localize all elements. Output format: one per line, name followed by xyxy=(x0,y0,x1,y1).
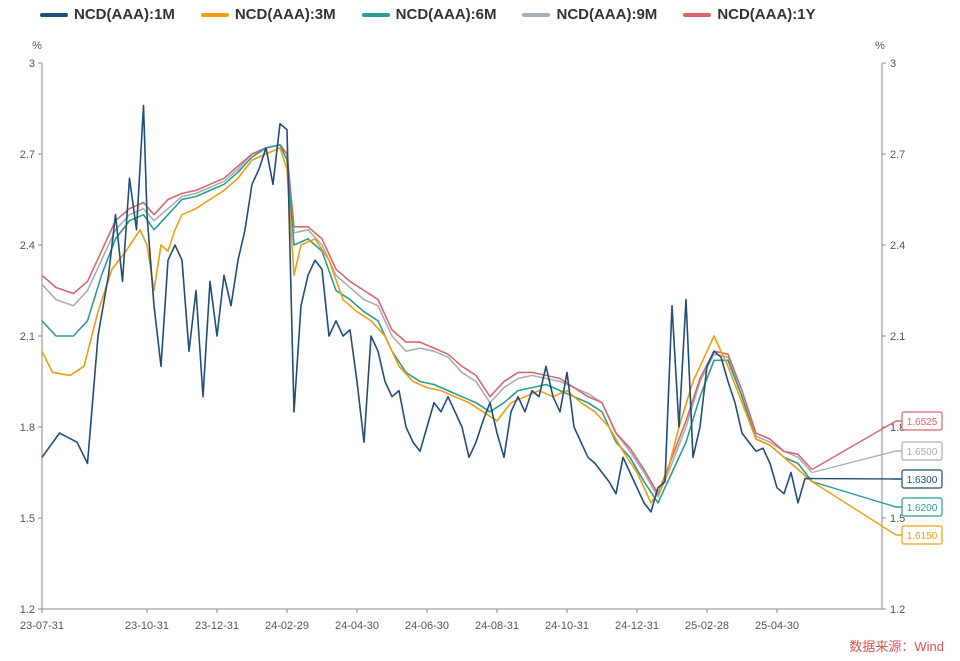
series-line-1 xyxy=(41,147,813,504)
y-unit-right: % xyxy=(875,40,885,52)
legend-swatch-9m xyxy=(522,12,551,17)
y-tick-label-left-0: 1.2 xyxy=(20,604,35,616)
x-tick-label-8: 24-12-31 xyxy=(615,620,659,632)
legend-item-9m[interactable]: NCD(AAA):9M xyxy=(522,6,657,23)
end-tag-label-3: 1.6500 xyxy=(907,447,938,458)
series-line-0 xyxy=(41,104,812,513)
y-tick-label-left-6: 3 xyxy=(29,58,35,70)
legend-item-6m[interactable]: NCD(AAA):6M xyxy=(361,6,497,23)
x-tick-label-5: 24-06-30 xyxy=(405,620,449,632)
legend-swatch-1y xyxy=(683,12,712,17)
x-tick-label-4: 24-04-30 xyxy=(335,620,379,632)
chart-legend: NCD(AAA):1M NCD(AAA):3M NCD(AAA):6M NCD(… xyxy=(40,6,816,23)
end-tag-box-0 xyxy=(901,469,943,489)
x-tick-label-0: 23-07-31 xyxy=(20,620,64,632)
y-tick-label-right-4: 2.4 xyxy=(890,240,905,252)
end-tag-label-2: 1.6200 xyxy=(907,503,938,514)
legend-label-6m: NCD(AAA):6M xyxy=(395,6,497,23)
legend-swatch-3m xyxy=(200,12,229,17)
y-tick-label-right-6: 3 xyxy=(890,58,896,70)
end-tag-box-4 xyxy=(901,411,943,431)
end-tag-label-0: 1.6300 xyxy=(907,475,938,486)
x-tick-label-10: 25-04-30 xyxy=(755,620,799,632)
legend-swatch-1m xyxy=(40,12,68,17)
y-tick-label-right-1: 1.5 xyxy=(890,513,905,525)
legend-label-9m: NCD(AAA):9M xyxy=(556,6,658,23)
y-tick-label-left-2: 1.8 xyxy=(20,422,35,434)
series-line-4 xyxy=(41,144,813,495)
series-line-3 xyxy=(41,144,813,498)
x-tick-label-3: 24-02-29 xyxy=(265,620,309,632)
legend-item-1y[interactable]: NCD(AAA):1Y xyxy=(683,6,816,23)
series-line-2 xyxy=(41,144,813,504)
legend-swatch-6m xyxy=(361,12,390,17)
legend-label-1y: NCD(AAA):1Y xyxy=(717,6,816,23)
end-tag-label-1: 1.6150 xyxy=(907,531,938,542)
y-tick-label-right-3: 2.1 xyxy=(890,331,905,343)
end-connector-4 xyxy=(811,420,902,471)
end-tag-box-1 xyxy=(901,525,943,545)
end-tag-box-3 xyxy=(901,441,943,461)
end-connector-3 xyxy=(811,450,902,474)
y-tick-label-left-3: 2.1 xyxy=(20,331,35,343)
chart-series-group xyxy=(41,104,813,513)
y-tick-label-left-4: 2.4 xyxy=(20,240,35,252)
chart-axes: % %1.2 1.21.5 1.51.8 1.82.1 2.12.4 2.42.7 2.73 3… xyxy=(20,40,906,632)
end-tag-box-2 xyxy=(901,497,943,517)
y-tick-label-right-0: 1.2 xyxy=(890,604,905,616)
chart-end-labels: 1.6525 1.6500 1.6300 1.6200 1.6150 xyxy=(811,411,943,545)
y-tick-label-left-1: 1.5 xyxy=(20,513,35,525)
legend-item-3m[interactable]: NCD(AAA):3M xyxy=(200,6,336,23)
data-source-note: 数据来源：Wind xyxy=(849,639,944,654)
end-tag-label-4: 1.6525 xyxy=(907,417,938,428)
x-tick-label-7: 24-10-31 xyxy=(545,620,589,632)
legend-label-3m: NCD(AAA):3M xyxy=(234,6,336,23)
end-connector-1 xyxy=(811,481,902,536)
x-tick-label-9: 25-02-28 xyxy=(685,620,729,632)
y-tick-label-left-5: 2.7 xyxy=(20,149,35,161)
x-tick-label-6: 24-08-31 xyxy=(475,620,519,632)
y-unit-left: % xyxy=(32,40,42,52)
x-tick-label-1: 23-10-31 xyxy=(125,620,169,632)
x-tick-label-2: 23-12-31 xyxy=(195,620,239,632)
y-tick-label-right-5: 2.7 xyxy=(890,149,905,161)
legend-item-1m[interactable]: NCD(AAA):1M xyxy=(40,6,175,23)
legend-label-1m: NCD(AAA):1M xyxy=(74,6,175,23)
end-connector-2 xyxy=(811,480,902,508)
